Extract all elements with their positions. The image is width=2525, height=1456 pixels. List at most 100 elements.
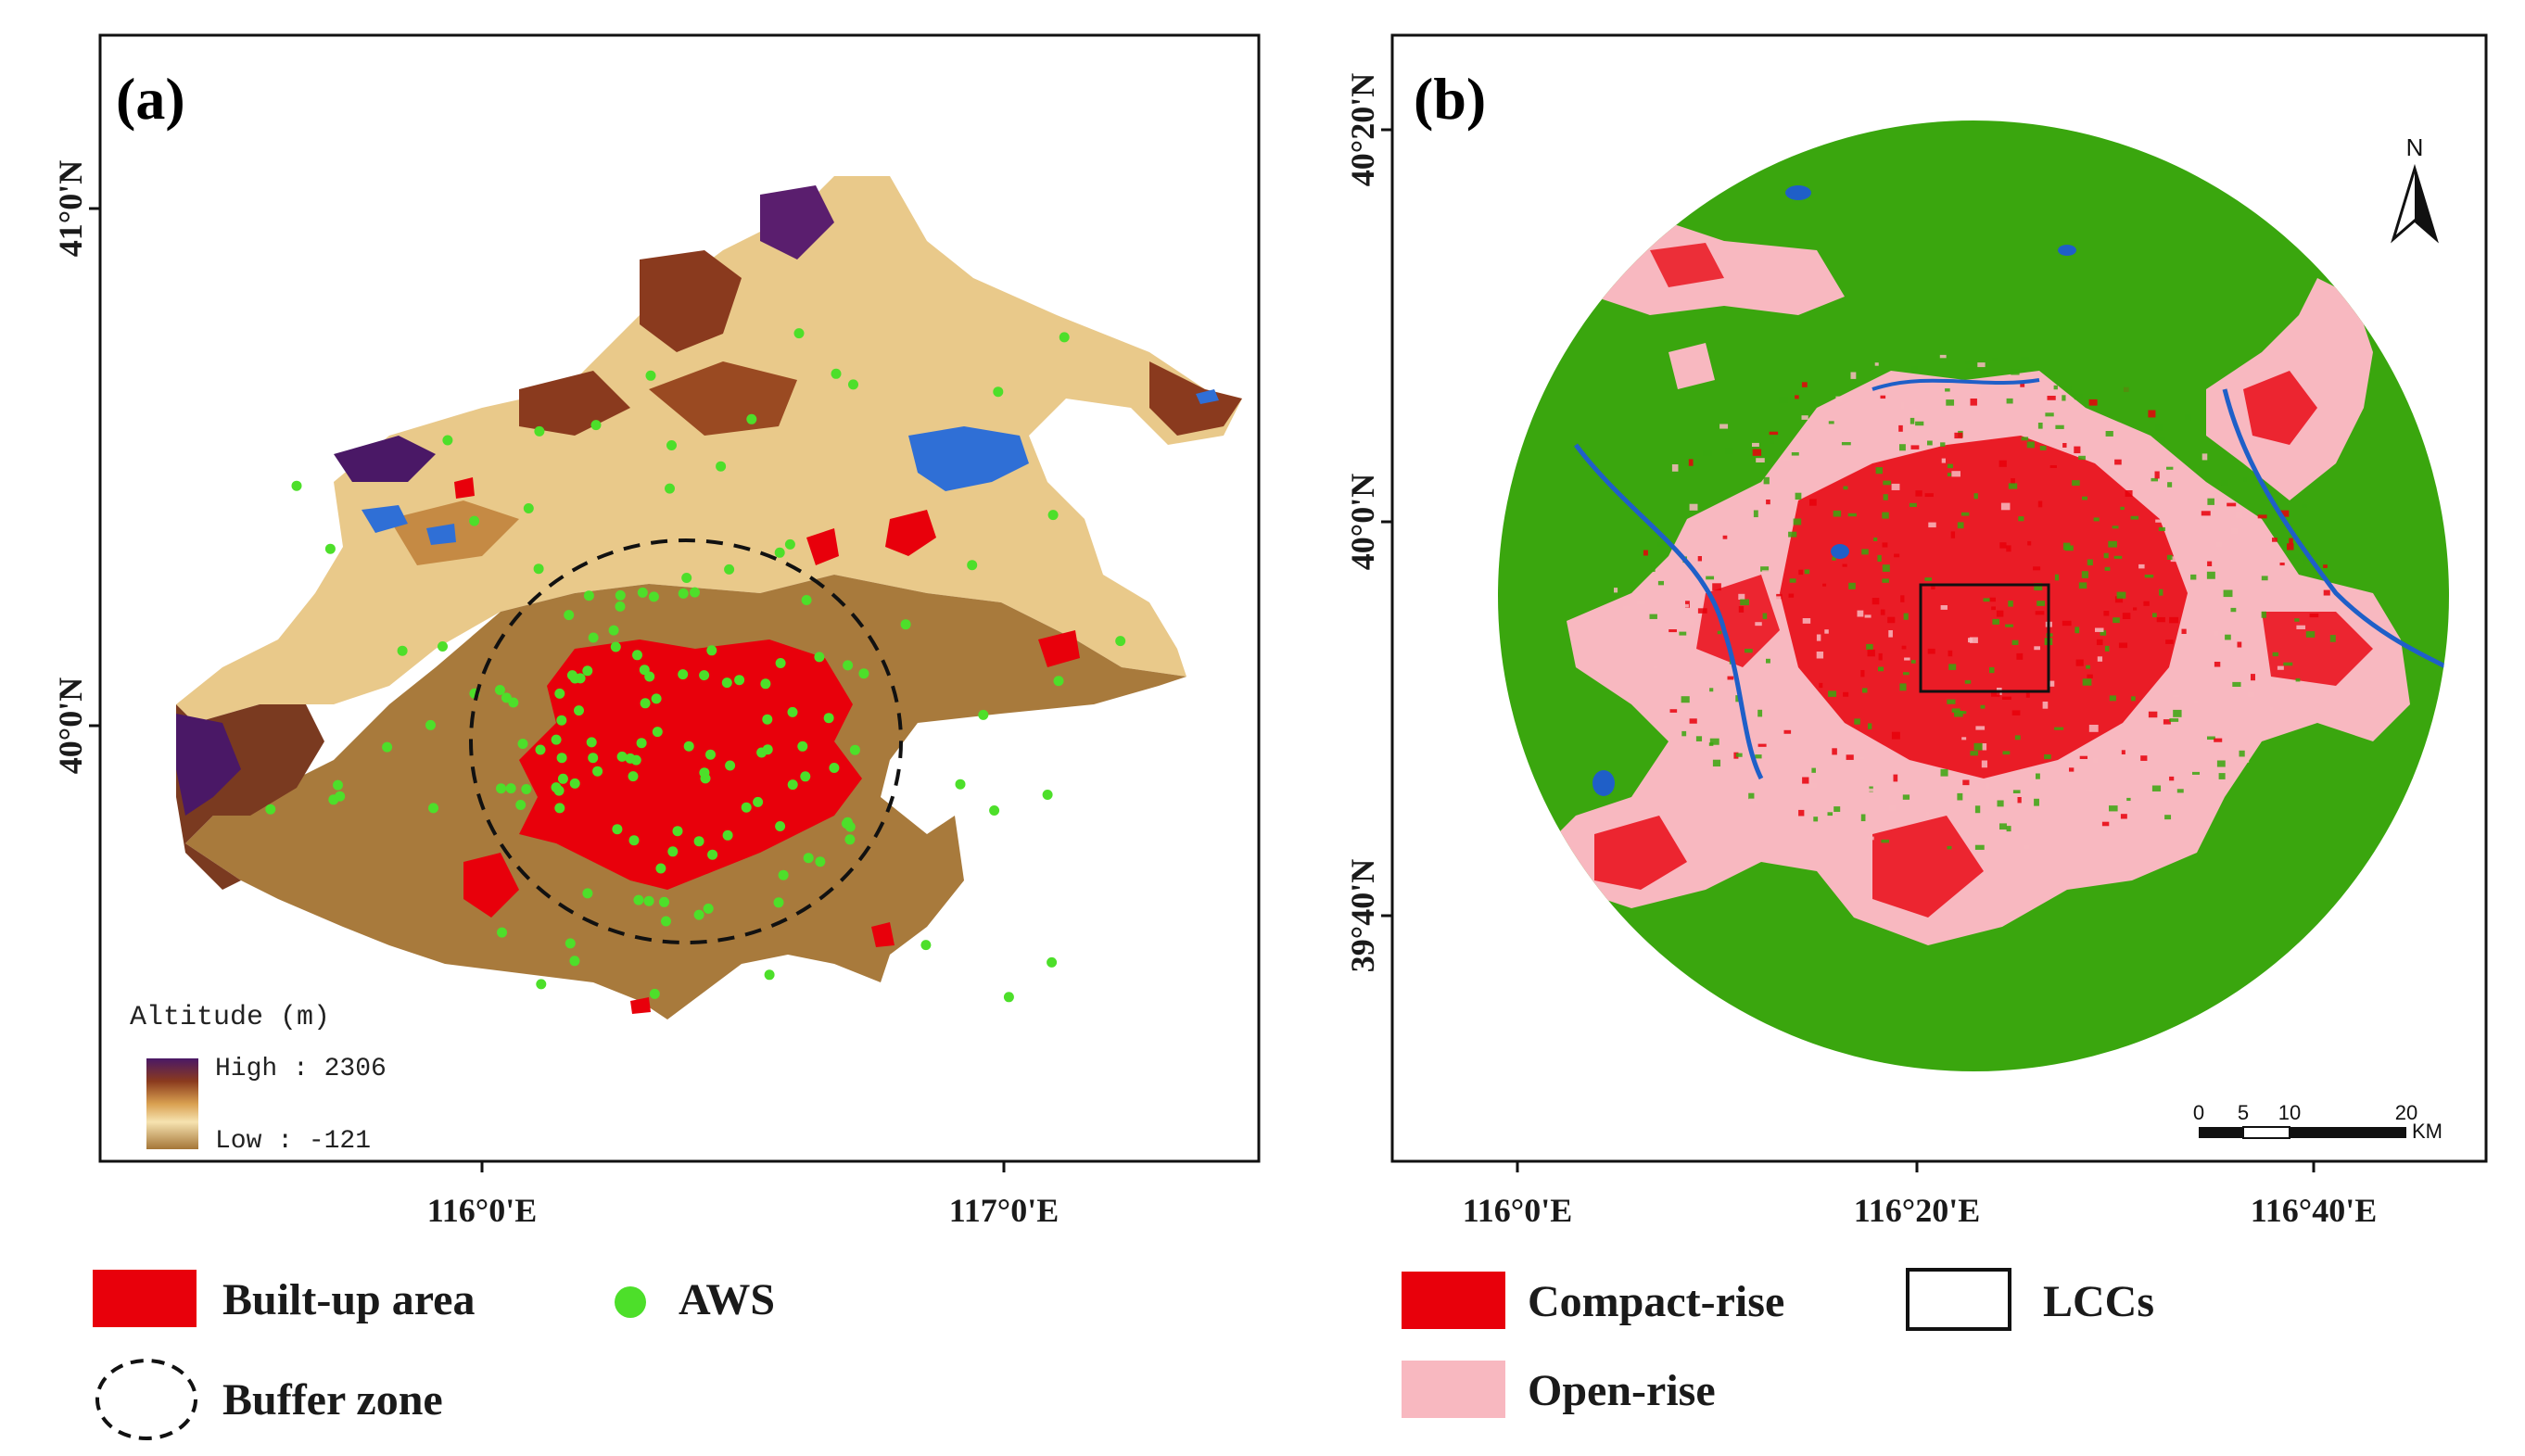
aws-point (557, 773, 568, 784)
aws-point (774, 547, 785, 558)
aws-point (496, 783, 506, 794)
urban-texture-cell (1688, 459, 1694, 466)
urban-texture-cell (1991, 606, 1996, 611)
aws-point (636, 738, 647, 749)
urban-texture-cell (1775, 596, 1782, 602)
legend-lccs-swatch (1906, 1268, 2011, 1331)
aws-point (967, 560, 978, 571)
urban-texture-cell (2026, 441, 2035, 449)
buffer-zone-circle (469, 538, 903, 944)
urban-texture-cell (1874, 362, 1879, 366)
aws-point (1053, 676, 1064, 687)
urban-texture-cell (2193, 700, 2199, 703)
urban-texture-cell (1802, 618, 1811, 624)
panel-a-label: (a) (116, 66, 185, 132)
altitude-high-label: High : 2306 (215, 1055, 387, 1083)
aws-point (632, 650, 642, 661)
aws-point (534, 425, 545, 437)
urban-texture-cell (1998, 460, 2007, 467)
scale-tick-0: 0 (2193, 1101, 2204, 1124)
urban-texture-cell (2151, 785, 2162, 791)
urban-texture-cell (1766, 658, 1770, 664)
legend-compact-swatch (1402, 1272, 1505, 1329)
urban-texture-cell (2325, 565, 2329, 574)
aws-point (397, 645, 408, 656)
urban-texture-cell (1697, 608, 1707, 614)
urban-texture-cell (2104, 645, 2110, 652)
water-bodies-a (362, 389, 1219, 545)
urban-texture-cell (2201, 453, 2208, 461)
urban-texture-cell (2025, 692, 2030, 698)
urban-texture-cell (1882, 564, 1890, 572)
urban-texture-cell (1689, 618, 1695, 626)
urban-texture-cell (1959, 711, 1967, 715)
urban-texture-cell (2082, 496, 2088, 500)
aws-point (649, 988, 660, 999)
urban-texture-cell (2014, 735, 2021, 741)
aws-point (678, 588, 689, 599)
urban-texture-cell (1854, 718, 1860, 725)
compact-rise-southwest (1594, 816, 1687, 890)
urban-texture-cell (1791, 452, 1799, 456)
scale-tick-20: 20 (2395, 1101, 2417, 1124)
aws-point (724, 563, 735, 575)
aws-point (843, 660, 854, 671)
aws-point (564, 610, 575, 621)
urban-texture-cell (1643, 550, 1648, 556)
lake-center (1831, 544, 1849, 559)
urban-texture-cell (1970, 751, 1979, 756)
urban-texture-cell (1980, 704, 1986, 709)
urban-texture-cell (2207, 498, 2214, 505)
aws-point (699, 767, 710, 779)
urban-texture-cell (2173, 694, 2180, 698)
aws-point (554, 803, 565, 814)
aws-point (536, 979, 547, 990)
urban-texture-cell (1843, 691, 1849, 697)
urban-texture-cell (2287, 543, 2294, 551)
aws-point (764, 969, 775, 981)
urban-texture-cell (2002, 751, 2011, 755)
urban-texture-cell (1804, 569, 1810, 575)
urban-texture-cell (1948, 650, 1953, 657)
urban-texture-cell (2114, 596, 2124, 603)
urban-texture-cell (1862, 688, 1868, 693)
river-north (1872, 378, 2040, 391)
urban-texture-cell (1887, 616, 1896, 624)
urban-texture-cell (2002, 696, 2011, 701)
aws-point (652, 727, 663, 738)
urban-texture-cell (2036, 773, 2040, 779)
panel-a: (a) (52, 33, 1261, 1229)
aws-point (815, 856, 826, 867)
urban-texture-cell (2072, 480, 2080, 487)
urban-texture-cell (2309, 614, 2319, 618)
urban-texture-cell (1948, 393, 1953, 400)
urban-texture-cell (1985, 782, 1990, 790)
river-west (1574, 443, 1764, 780)
urban-texture-cell (2156, 616, 2165, 623)
urban-texture-cell (2062, 395, 2066, 401)
urban-texture-cell (1657, 580, 1665, 586)
urban-texture-cell (2192, 771, 2201, 775)
aws-point (265, 804, 276, 815)
scale-bar: 0 5 10 20 KM (2193, 1101, 2443, 1143)
urban-texture-cell (1782, 457, 1791, 462)
urban-texture-cell (2159, 589, 2163, 596)
terrain-mountain-northeast (1149, 361, 1242, 436)
urban-texture-cell (1753, 510, 1758, 518)
reservoir-guanting (362, 505, 408, 533)
urban-texture-cell (2283, 662, 2293, 666)
urban-texture-cell (1788, 531, 1797, 538)
aws-point (533, 563, 544, 575)
urban-texture-cell (2020, 382, 2025, 387)
urban-texture-cell (2008, 601, 2013, 607)
urban-texture-cell (2279, 563, 2285, 566)
urban-texture (1614, 354, 2336, 850)
urban-texture-cell (1900, 595, 1905, 602)
urban-texture-cell (1961, 512, 1970, 516)
urban-texture-cell (1738, 606, 1745, 613)
urban-texture-cell (1740, 599, 1749, 606)
aws-point (469, 515, 480, 526)
urban-texture-cell (1904, 657, 1910, 661)
urban-texture-cell (1684, 603, 1689, 608)
urban-texture-cell (1982, 743, 1987, 751)
